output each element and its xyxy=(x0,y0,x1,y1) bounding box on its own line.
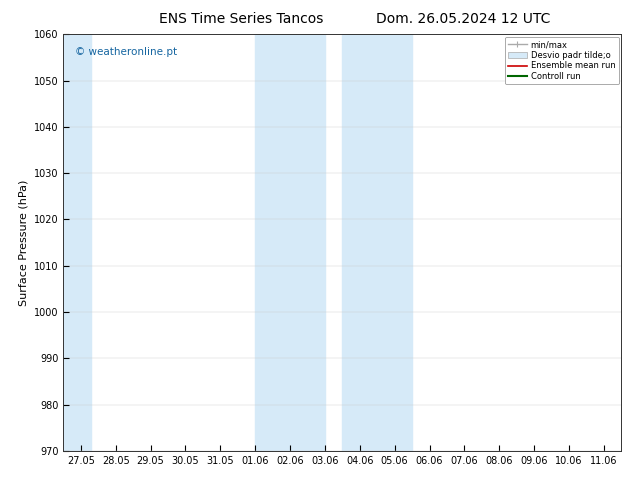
Y-axis label: Surface Pressure (hPa): Surface Pressure (hPa) xyxy=(18,179,29,306)
Bar xyxy=(255,34,325,451)
Bar xyxy=(63,34,91,451)
Text: Dom. 26.05.2024 12 UTC: Dom. 26.05.2024 12 UTC xyxy=(375,12,550,26)
Legend: min/max, Desvio padr tilde;o, Ensemble mean run, Controll run: min/max, Desvio padr tilde;o, Ensemble m… xyxy=(505,37,619,84)
Text: © weatheronline.pt: © weatheronline.pt xyxy=(75,47,177,57)
Bar xyxy=(342,34,412,451)
Text: ENS Time Series Tancos: ENS Time Series Tancos xyxy=(158,12,323,26)
